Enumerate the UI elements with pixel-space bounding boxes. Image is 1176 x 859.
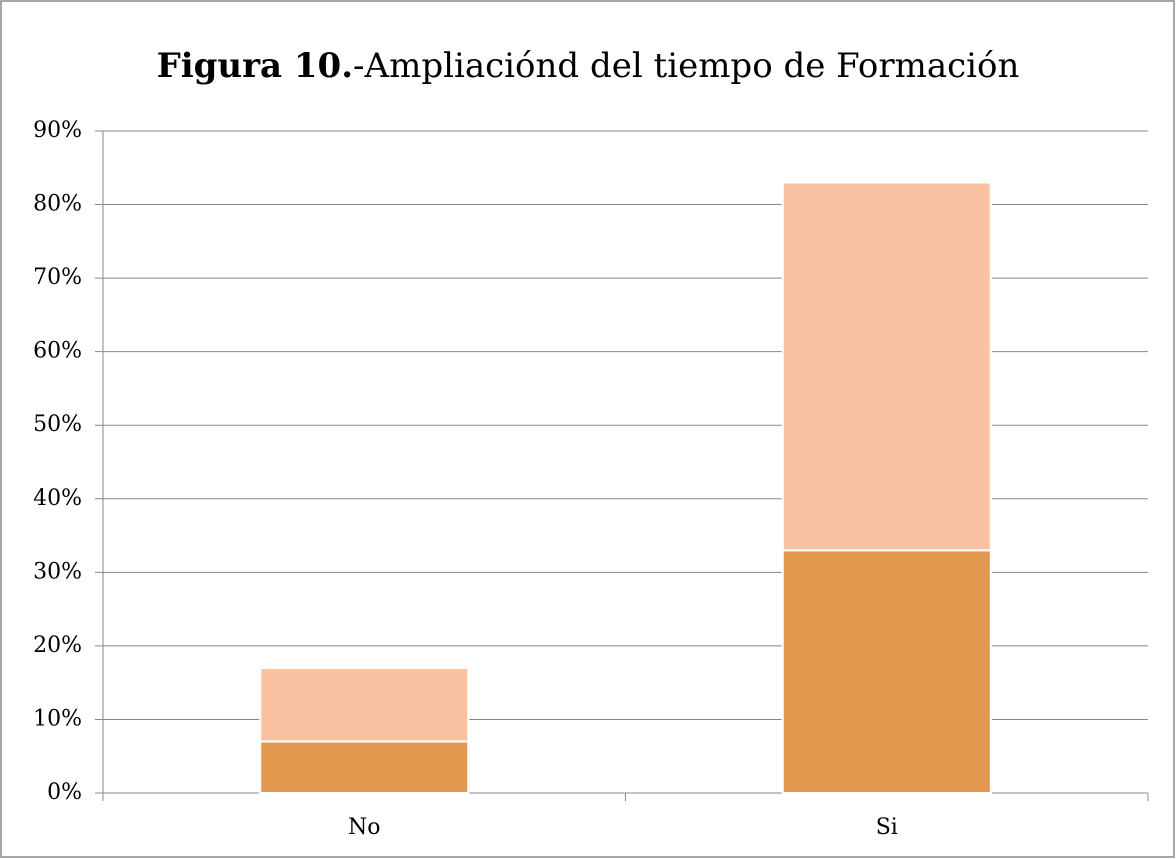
bar-segment [259, 666, 470, 743]
y-tick-label: 80% [33, 192, 82, 217]
y-tick-label: 20% [33, 633, 82, 658]
title-text: -Ampliaciónd del tiempo de Formación [353, 46, 1019, 86]
y-tick-label: 40% [33, 486, 82, 511]
y-tick-label: 60% [33, 339, 82, 364]
bar-segment [781, 181, 992, 552]
y-tick-label: 50% [33, 412, 82, 437]
bar-segment [781, 549, 992, 794]
y-tick-label: 30% [33, 559, 82, 584]
y-tick-label: 0% [47, 780, 82, 805]
bar-segment [259, 740, 470, 794]
chart-title: Figura 10.-Ampliaciónd del tiempo de For… [157, 46, 1020, 86]
x-tick-label: Si [876, 815, 898, 840]
x-tick-label: No [348, 815, 381, 840]
y-tick-label: 70% [33, 265, 82, 290]
title-bold: Figura 10. [157, 46, 353, 86]
y-tick-label: 10% [33, 706, 82, 731]
y-tick-label: 90% [33, 118, 82, 143]
